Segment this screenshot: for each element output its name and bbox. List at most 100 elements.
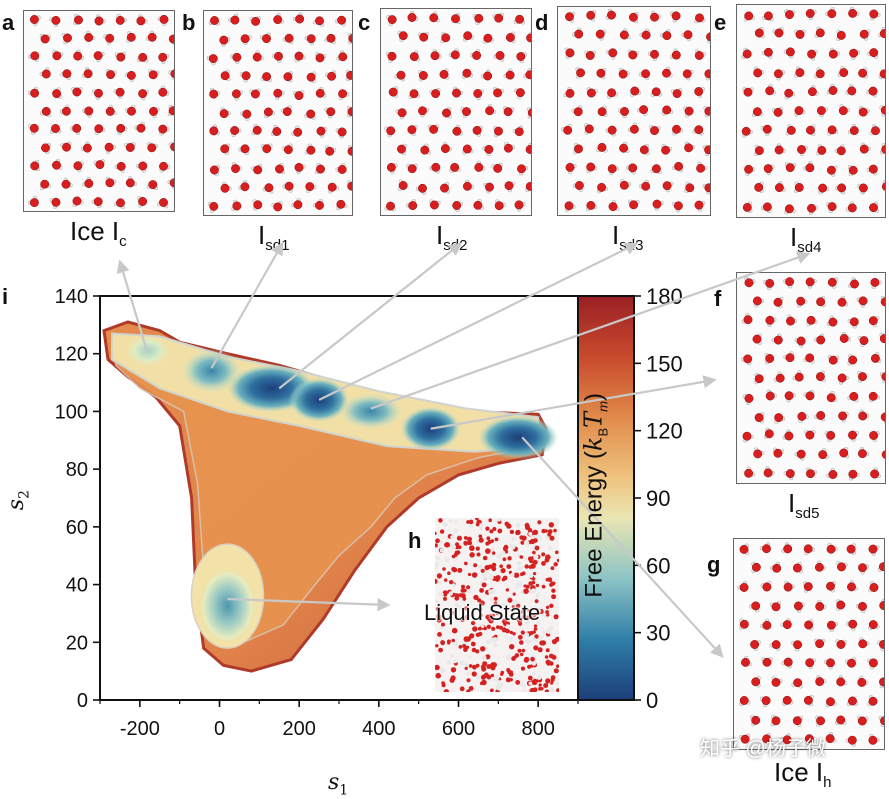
oxygen-atom xyxy=(880,105,885,115)
liquid-atom xyxy=(459,686,465,692)
ice-ic-snapshot xyxy=(23,10,175,212)
oxygen-atom xyxy=(607,164,617,174)
liquid-atom xyxy=(453,552,458,557)
liquid-atom xyxy=(544,529,548,533)
oxygen-atom xyxy=(516,52,526,61)
liquid-atom xyxy=(508,672,514,677)
oxygen-atom xyxy=(136,123,146,133)
oxygen-atom xyxy=(159,161,168,171)
liquid-atom xyxy=(524,522,530,528)
liquid-atom xyxy=(513,572,520,578)
oxygen-atom xyxy=(494,201,504,211)
liquid-atom xyxy=(435,599,439,604)
oxygen-atom xyxy=(879,677,884,687)
x-tick-label: 600 xyxy=(442,718,475,740)
panel-letter-f: f xyxy=(714,286,722,311)
oxygen-atom xyxy=(346,70,352,80)
oxygen-atom xyxy=(868,658,878,668)
liquid-atom xyxy=(511,656,516,661)
liquid-atom xyxy=(502,618,508,625)
pointer-arrow-0 xyxy=(116,259,149,355)
liquid-atom xyxy=(471,671,477,677)
liquid-atom xyxy=(516,560,522,566)
liquid-atom xyxy=(451,638,455,643)
oxygen-atom xyxy=(51,15,61,25)
oxygen-atom xyxy=(816,716,826,726)
oxygen-atom xyxy=(827,125,837,135)
oxygen-atom xyxy=(574,181,584,190)
oxygen-atom xyxy=(125,178,135,188)
liquid-atom xyxy=(467,540,473,546)
liquid-atom xyxy=(541,561,546,566)
liquid-atom xyxy=(477,616,482,620)
oxygen-atom xyxy=(503,107,513,117)
liquid-atom xyxy=(537,647,543,653)
liquid-atom xyxy=(516,581,522,587)
oxygen-atom xyxy=(868,164,878,174)
oxygen-atom xyxy=(741,126,751,136)
liquid-atom xyxy=(521,614,526,619)
liquid-atom xyxy=(506,668,511,673)
liquid-atom xyxy=(470,641,476,647)
oxygen-atom xyxy=(525,145,531,154)
oxygen-atom xyxy=(628,12,638,22)
oxygen-atom xyxy=(858,639,868,649)
liquid-atom xyxy=(550,566,555,571)
oxygen-atom xyxy=(827,9,837,19)
liquid-atom xyxy=(490,688,494,692)
oxygen-atom xyxy=(115,87,125,97)
oxygen-atom xyxy=(72,87,82,97)
liquid-atom xyxy=(460,617,465,622)
oxygen-atom xyxy=(752,296,762,306)
oxygen-atom xyxy=(273,15,283,25)
liquid-atom xyxy=(519,640,524,645)
liquid-atom xyxy=(481,582,487,588)
oxygen-atom xyxy=(61,179,71,189)
oxygen-atom xyxy=(208,54,218,64)
oxygen-atom xyxy=(462,144,472,154)
liquid-atom xyxy=(453,557,458,562)
liquid-atom xyxy=(480,664,486,670)
oxygen-atom xyxy=(262,34,271,44)
liquid-atom xyxy=(485,541,490,546)
liquid-atom xyxy=(531,545,536,551)
liquid-atom xyxy=(489,597,494,602)
oxygen-atom xyxy=(857,677,867,687)
liquid-atom xyxy=(539,640,545,646)
pointer-arrow-2 xyxy=(278,242,463,390)
oxygen-atom xyxy=(706,32,710,42)
oxygen-atom xyxy=(29,123,39,133)
oxygen-atom xyxy=(387,15,397,25)
oxygen-atom xyxy=(94,16,104,26)
oxygen-atom xyxy=(316,164,325,174)
liquid-atom xyxy=(449,677,455,683)
oxygen-atom xyxy=(138,197,148,206)
oxygen-atom xyxy=(762,202,772,212)
oxygen-atom xyxy=(858,601,867,611)
oxygen-atom xyxy=(752,107,762,117)
oxygen-atom xyxy=(753,68,763,78)
oxygen-atom xyxy=(794,106,804,116)
oxygen-atom xyxy=(116,52,126,62)
oxygen-atom xyxy=(793,640,803,650)
oxygen-atom xyxy=(105,106,115,116)
oxygen-atom xyxy=(338,89,348,99)
oxygen-atom xyxy=(250,89,260,99)
oxygen-atom xyxy=(828,86,838,95)
liquid-atom xyxy=(473,563,478,568)
oxygen-atom xyxy=(652,199,662,209)
liquid-atom xyxy=(448,591,453,596)
oxygen-atom xyxy=(782,620,792,630)
oxygen-atom xyxy=(878,562,884,572)
oxygen-atom xyxy=(315,88,325,98)
oxygen-atom xyxy=(797,145,806,154)
oxygen-atom xyxy=(597,107,607,117)
oxygen-atom xyxy=(463,31,473,41)
oxygen-atom xyxy=(639,145,649,155)
oxygen-atom xyxy=(62,69,72,79)
oxygen-atom xyxy=(52,89,62,99)
liquid-atom xyxy=(523,540,530,546)
oxygen-atom xyxy=(836,640,846,649)
oxygen-atom xyxy=(252,52,262,62)
liquid-atom xyxy=(463,647,468,652)
